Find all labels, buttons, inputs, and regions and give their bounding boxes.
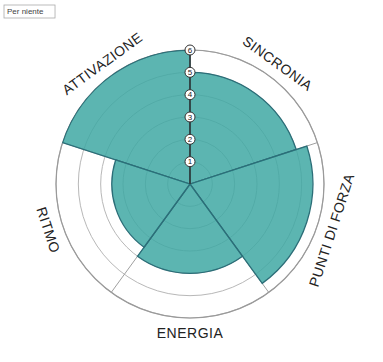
- tick-mark: [185, 90, 195, 100]
- tick-mark: [185, 134, 195, 144]
- radial-axis: 1 2 3 4 5 6: [185, 45, 195, 184]
- tick: 4: [185, 90, 195, 100]
- tick-label: 6: [188, 46, 193, 55]
- tick-label: 1: [188, 157, 193, 166]
- category-label: ENERGIA: [157, 325, 224, 341]
- range-circle: [56, 50, 324, 318]
- plot: 1 2 3 4 5 6 ATTIVAZIONE SINCRONIA PUNTI DI FORZA…: [33, 29, 357, 341]
- category-label: SINCRONIA: [240, 33, 316, 94]
- spokes: [63, 50, 318, 292]
- sectors: [63, 50, 313, 283]
- tick-label: 3: [188, 113, 193, 122]
- annotation-box: [4, 5, 55, 18]
- annotation-text: Per niente: [7, 7, 44, 16]
- tick: 3: [185, 112, 195, 122]
- category-labels: ATTIVAZIONE SINCRONIA PUNTI DI FORZA ENERGI…: [33, 29, 357, 341]
- sector: [112, 160, 190, 247]
- tick-mark: [185, 45, 195, 55]
- chart: 1 2 3 4 5 6 ATTIVAZIONE SINCRONIA PUNTI DI FORZA…: [0, 0, 383, 362]
- category-label: PUNTI DI FORZA: [306, 171, 358, 289]
- tick-mark: [185, 112, 195, 122]
- tick-mark: [185, 67, 195, 77]
- tick: 1: [185, 157, 195, 167]
- annotation: Per niente: [4, 5, 55, 18]
- tick: 5: [185, 67, 195, 77]
- category-label: RITMO: [33, 205, 63, 255]
- category-label: ATTIVAZIONE: [59, 29, 145, 98]
- tick: 2: [185, 134, 195, 144]
- background: [0, 0, 383, 362]
- tick-label: 4: [188, 90, 193, 99]
- tick-mark: [185, 157, 195, 167]
- tick: 6: [185, 45, 195, 55]
- grid: [56, 50, 324, 318]
- grid-circle: [56, 50, 324, 318]
- tick-label: 2: [188, 135, 193, 144]
- tick-label: 5: [188, 68, 193, 77]
